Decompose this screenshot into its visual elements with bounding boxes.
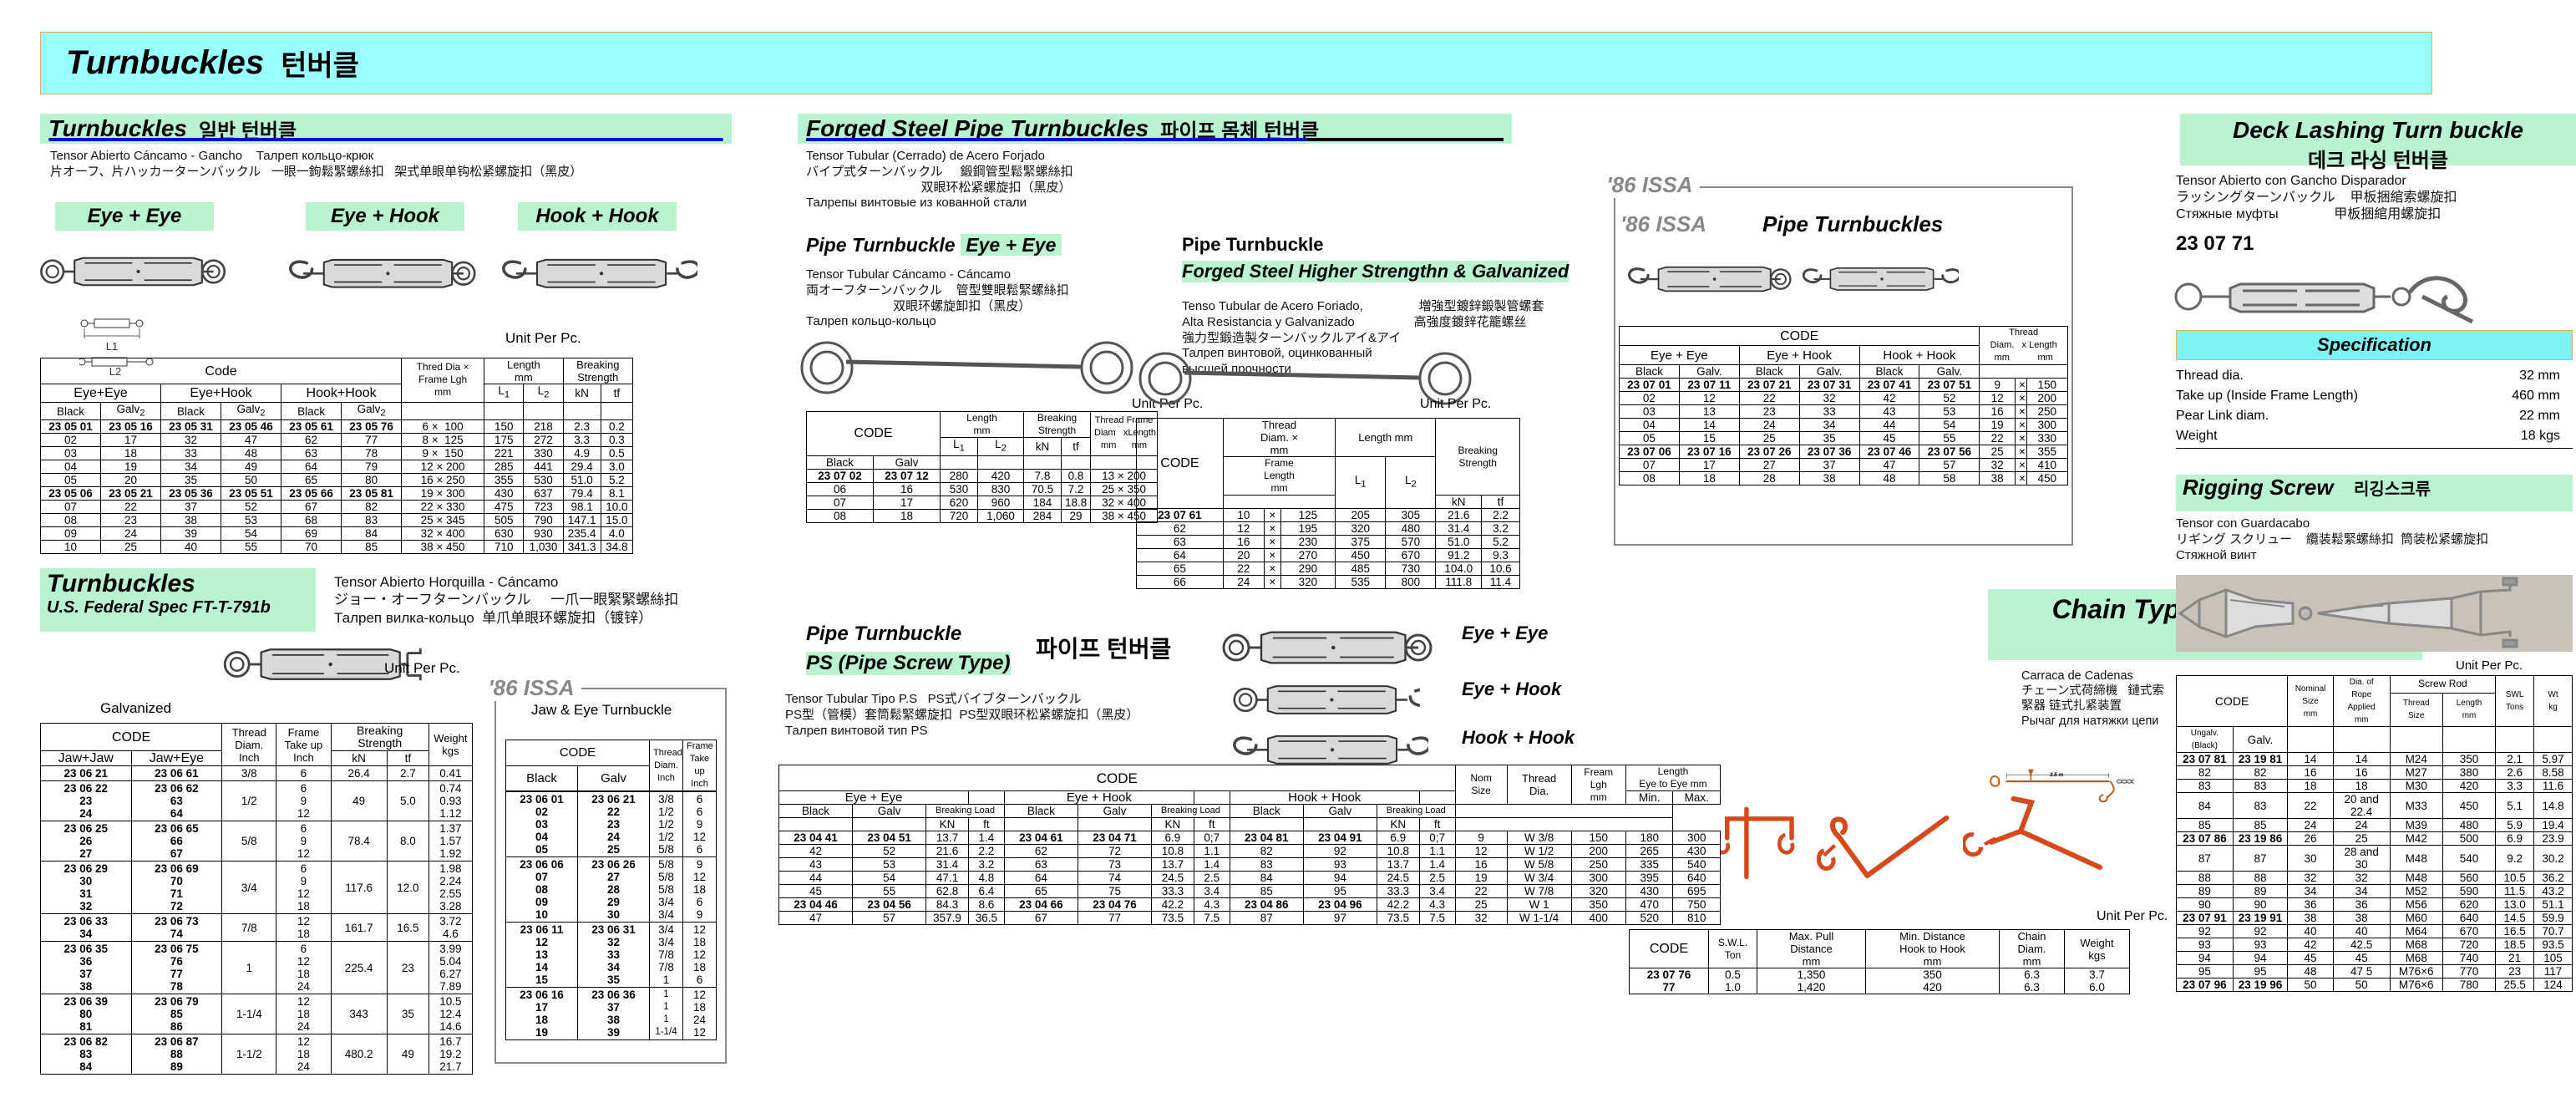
svg-text:L1: L1 [106,340,118,353]
